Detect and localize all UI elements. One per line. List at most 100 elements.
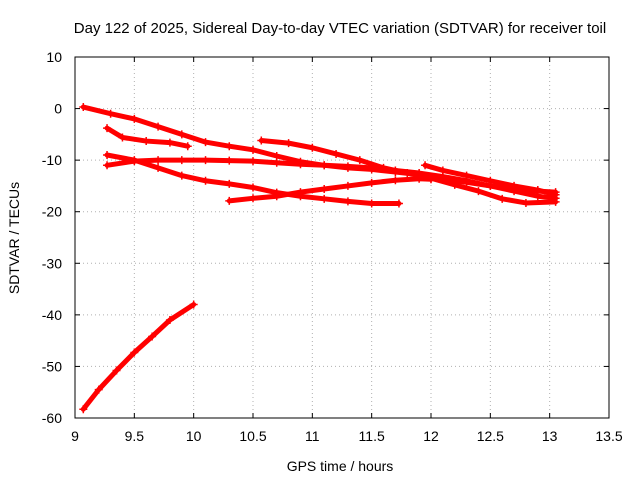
series-track-f (257, 136, 560, 207)
y-axis-label: SDTVAR / TECUs (6, 182, 22, 294)
data-point-marker (106, 109, 115, 118)
data-point-marker (249, 145, 257, 154)
data-point-marker (533, 186, 542, 195)
data-point-marker (486, 176, 495, 185)
data-point-marker (367, 199, 376, 208)
data-point-marker (154, 122, 163, 131)
data-point-marker (343, 197, 352, 206)
data-point-marker (367, 178, 376, 187)
data-point-marker (308, 143, 317, 152)
data-point-marker (225, 156, 234, 165)
data-point-marker (551, 190, 560, 199)
data-point-marker (130, 348, 139, 357)
data-point-marker (103, 124, 112, 133)
data-point-marker (355, 156, 364, 165)
data-point-marker (296, 160, 305, 169)
x-tick-label: 11.5 (359, 428, 385, 444)
data-point-marker (421, 161, 430, 170)
data-point-marker (142, 137, 151, 146)
series-track-g (421, 161, 560, 199)
x-tick-label: 12 (423, 428, 439, 444)
data-point-marker (249, 157, 257, 166)
data-point-marker (249, 194, 257, 203)
chart-title: Day 122 of 2025, Sidereal Day-to-day VTE… (74, 20, 606, 37)
y-tick-label: -50 (42, 358, 62, 374)
data-point-marker (189, 300, 198, 309)
x-tick-label: 9 (71, 428, 79, 444)
plot-frame (74, 56, 610, 419)
data-point-marker (165, 138, 174, 147)
data-point-marker (332, 149, 341, 158)
data-point-marker (177, 156, 186, 165)
data-point-marker (103, 150, 112, 159)
y-tick-label: -40 (42, 307, 62, 323)
data-point-marker (391, 176, 400, 185)
data-point-marker (118, 133, 127, 142)
data-point-marker (183, 142, 192, 151)
data-point-marker (272, 192, 281, 201)
data-point-marker (551, 197, 560, 206)
data-point-marker (201, 138, 210, 147)
data-point-marker (403, 169, 412, 178)
data-point-marker (521, 198, 530, 207)
series-trace (226, 176, 434, 204)
data-point-marker (154, 163, 163, 172)
data-point-marker (79, 103, 88, 112)
data-points (79, 103, 560, 414)
data-point-marker (284, 139, 293, 148)
data-point-marker (427, 174, 435, 183)
x-tick-label: 12.5 (477, 428, 504, 444)
data-point-marker (79, 405, 88, 414)
data-point-marker (450, 180, 459, 189)
axis-ticks: 9 9.5 10 10.5 11 11.5 12 12.5 13 13.5 10 0 -10 -20 -30… (42, 49, 623, 444)
data-point-marker (320, 185, 329, 194)
data-point-marker (165, 316, 174, 325)
data-point-marker (462, 171, 471, 180)
y-tick-label: -30 (42, 255, 62, 271)
x-tick-label: 11 (305, 428, 320, 444)
y-tick-label: 0 (54, 101, 62, 117)
data-point-marker (272, 158, 281, 167)
data-point-marker (379, 163, 388, 172)
data-point-marker (177, 171, 186, 180)
data-point-marker (438, 166, 447, 175)
y-tick-label: -10 (42, 152, 62, 168)
x-tick-label: 10 (186, 428, 202, 444)
data-point-marker (272, 152, 281, 161)
data-point-marker (177, 130, 186, 139)
series-track-d (103, 150, 403, 208)
data-point-marker (103, 161, 112, 170)
x-tick-label: 13 (542, 428, 558, 444)
x-tick-label: 9.5 (125, 428, 145, 444)
y-tick-label: -20 (42, 204, 62, 220)
data-point-marker (257, 136, 266, 145)
data-point-marker (320, 161, 329, 170)
data-point-marker (130, 114, 139, 123)
data-point-marker (148, 332, 157, 341)
x-tick-label: 10.5 (239, 428, 266, 444)
data-point-marker (225, 196, 234, 205)
y-tick-label: 10 (46, 49, 62, 65)
data-point-marker (112, 366, 121, 375)
data-point-marker (498, 194, 507, 203)
data-point-marker (130, 156, 139, 165)
series-track-h (79, 300, 198, 414)
data-point-marker (320, 194, 329, 203)
data-point-marker (296, 188, 305, 197)
x-tick-label: 13.5 (595, 428, 622, 444)
series-track-b (103, 124, 192, 151)
series-track-c (103, 156, 560, 203)
data-point-marker (510, 181, 519, 190)
data-point-marker (201, 156, 210, 165)
data-point-marker (225, 142, 234, 151)
x-axis-label: GPS time / hours (287, 458, 394, 474)
data-point-marker (225, 179, 234, 188)
data-point-marker (201, 176, 210, 185)
data-point-marker (94, 385, 103, 394)
data-point-marker (343, 181, 352, 190)
data-point-marker (343, 162, 352, 171)
data-point-marker (474, 187, 483, 196)
data-point-marker (394, 199, 403, 208)
